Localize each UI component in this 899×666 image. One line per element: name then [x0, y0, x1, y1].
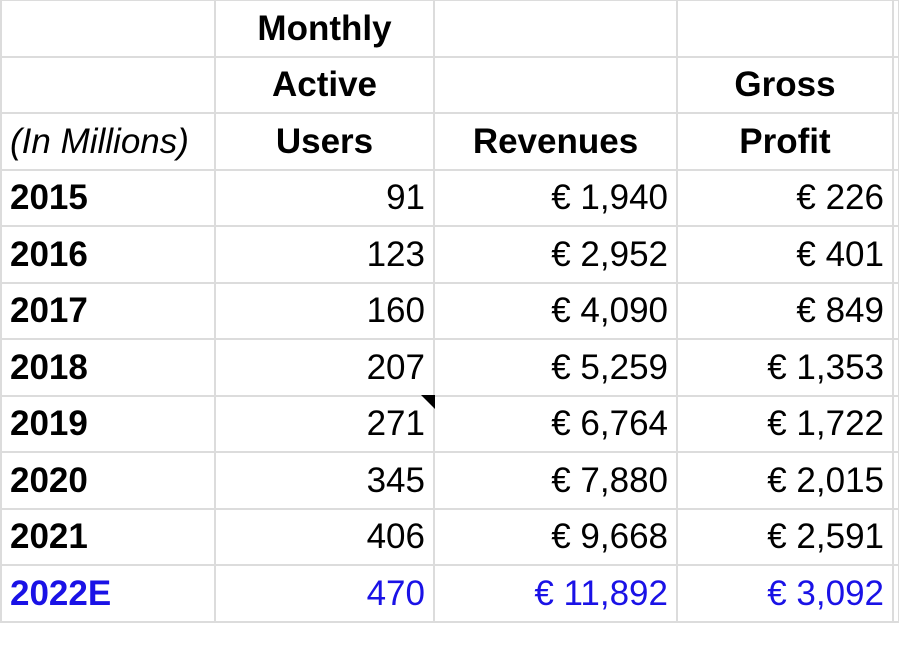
cell-extra-column[interactable] — [892, 507, 899, 566]
cell-extra-column[interactable] — [892, 112, 899, 171]
header-row-2: Active Gross — [0, 55, 899, 114]
cell-extra-column[interactable] — [892, 168, 899, 227]
cell-year[interactable]: 2017 — [0, 281, 216, 340]
cell-revenues[interactable]: € 6,764 — [433, 394, 678, 453]
cell-mau[interactable]: 207 — [214, 338, 435, 397]
cell-header-units-blank-1[interactable] — [0, 0, 216, 58]
table-row: 2019 271 € 6,764 € 1,722 — [0, 394, 899, 453]
cell-year[interactable]: 2020 — [0, 451, 216, 510]
cell-extra-column[interactable] — [892, 338, 899, 397]
header-gross-profit-line3[interactable]: Profit — [676, 112, 894, 171]
header-revenues-line2[interactable] — [433, 55, 678, 114]
cell-revenues[interactable]: € 1,940 — [433, 168, 678, 227]
cell-year[interactable]: 2016 — [0, 225, 216, 284]
cell-mau[interactable]: 123 — [214, 225, 435, 284]
cell-revenues[interactable]: € 5,259 — [433, 338, 678, 397]
cell-gross-profit[interactable]: € 2,015 — [676, 451, 894, 510]
table-row-estimate: 2022E 470 € 11,892 € 3,092 — [0, 564, 899, 623]
cell-year[interactable]: 2018 — [0, 338, 216, 397]
table-row: 2016 123 € 2,952 € 401 — [0, 225, 899, 284]
cell-mau-with-note[interactable]: 271 — [214, 394, 435, 453]
cell-gross-profit[interactable]: € 401 — [676, 225, 894, 284]
cell-mau[interactable]: 160 — [214, 281, 435, 340]
table-row: 2015 91 € 1,940 € 226 — [0, 168, 899, 227]
cell-year[interactable]: 2022E — [0, 564, 216, 623]
cell-gross-profit[interactable]: € 1,722 — [676, 394, 894, 453]
header-mau-line3[interactable]: Users — [214, 112, 435, 171]
cell-extra-column[interactable] — [892, 281, 899, 340]
cell-revenues[interactable]: € 11,892 — [433, 564, 678, 623]
cell-extra-column[interactable] — [892, 451, 899, 510]
cell-header-units-blank-2[interactable] — [0, 55, 216, 114]
table-row: 2021 406 € 9,668 € 2,591 — [0, 507, 899, 566]
cell-revenues[interactable]: € 7,880 — [433, 451, 678, 510]
header-gross-profit-line2[interactable]: Gross — [676, 55, 894, 114]
comment-marker-icon[interactable] — [421, 394, 435, 409]
header-mau-line1[interactable]: Monthly — [214, 0, 435, 58]
cell-year[interactable]: 2015 — [0, 168, 216, 227]
header-row-1: Monthly — [0, 0, 899, 58]
cell-mau[interactable]: 345 — [214, 451, 435, 510]
cell-gross-profit[interactable]: € 1,353 — [676, 338, 894, 397]
cell-revenues[interactable]: € 4,090 — [433, 281, 678, 340]
cell-year[interactable]: 2021 — [0, 507, 216, 566]
table-row: 2018 207 € 5,259 € 1,353 — [0, 338, 899, 397]
cell-gross-profit[interactable]: € 226 — [676, 168, 894, 227]
cell-extra-column[interactable] — [892, 394, 899, 453]
cell-mau[interactable]: 91 — [214, 168, 435, 227]
cell-extra-column[interactable] — [892, 0, 899, 58]
header-revenues-line1[interactable] — [433, 0, 678, 58]
units-label[interactable]: (In Millions) — [0, 112, 216, 171]
cell-mau[interactable]: 470 — [214, 564, 435, 623]
cell-gross-profit[interactable]: € 849 — [676, 281, 894, 340]
cell-gross-profit[interactable]: € 2,591 — [676, 507, 894, 566]
cell-revenues[interactable]: € 2,952 — [433, 225, 678, 284]
financials-table: Monthly Active Gross (In Millions) Users… — [0, 0, 899, 623]
cell-extra-column[interactable] — [892, 564, 899, 623]
header-gross-profit-line1[interactable] — [676, 0, 894, 58]
cell-revenues[interactable]: € 9,668 — [433, 507, 678, 566]
cell-extra-column[interactable] — [892, 225, 899, 284]
table-row: 2020 345 € 7,880 € 2,015 — [0, 451, 899, 510]
cell-year[interactable]: 2019 — [0, 394, 216, 453]
header-mau-line2[interactable]: Active — [214, 55, 435, 114]
header-revenues-line3[interactable]: Revenues — [433, 112, 678, 171]
cell-mau[interactable]: 406 — [214, 507, 435, 566]
cell-gross-profit[interactable]: € 3,092 — [676, 564, 894, 623]
cell-mau-value: 271 — [366, 404, 425, 444]
header-row-3: (In Millions) Users Revenues Profit — [0, 112, 899, 171]
cell-extra-column[interactable] — [892, 55, 899, 114]
table-row: 2017 160 € 4,090 € 849 — [0, 281, 899, 340]
